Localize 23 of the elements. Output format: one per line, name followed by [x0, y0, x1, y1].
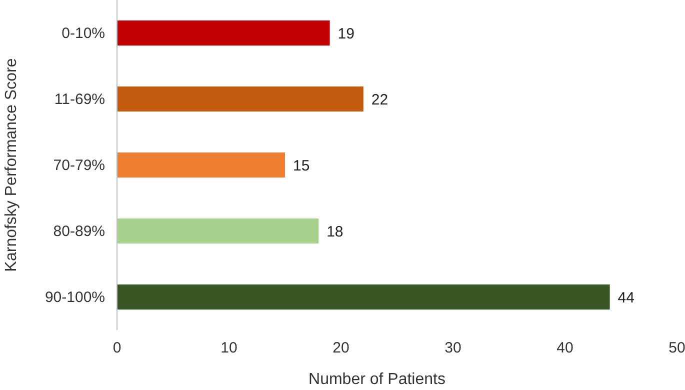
bar: [117, 284, 610, 310]
y-tick-label: 70-79%: [53, 156, 105, 174]
x-tick-label: 30: [444, 340, 462, 357]
x-tick-label: 50: [668, 340, 685, 357]
data-label: 44: [618, 289, 634, 306]
x-axis-title: Number of Patients: [308, 371, 446, 388]
data-label: 22: [371, 91, 388, 108]
data-label: 18: [326, 223, 344, 240]
y-tick-label: 0-10%: [62, 24, 105, 42]
data-label: 15: [293, 157, 310, 174]
y-tick-label: 90-100%: [44, 288, 105, 306]
bar: [117, 20, 330, 46]
bar: [117, 218, 319, 244]
x-tick-label: 10: [220, 340, 238, 357]
y-tick-label: 11-69%: [54, 90, 105, 108]
bar: [117, 152, 285, 178]
x-tick-label: 20: [332, 340, 350, 357]
data-label: 19: [338, 25, 354, 42]
bar: [117, 86, 364, 112]
y-tick-label: 80-89%: [53, 222, 105, 240]
x-tick-label: 40: [556, 340, 574, 357]
x-tick-label: 0: [112, 340, 122, 357]
y-axis-title: Karnofsky Performance Score: [3, 58, 20, 272]
